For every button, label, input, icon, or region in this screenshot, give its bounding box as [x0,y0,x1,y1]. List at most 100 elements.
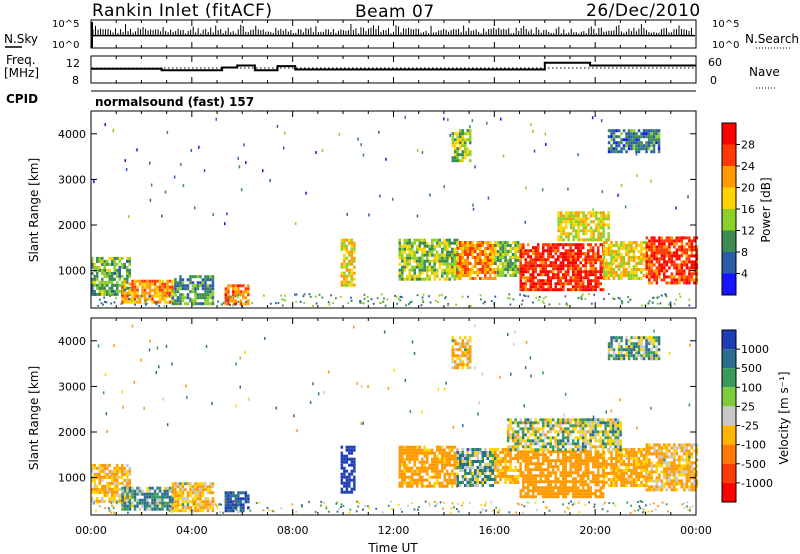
velocity-cell [343,472,346,476]
power-cell [149,161,151,165]
velocity-cell [474,454,477,457]
power-cell [669,301,672,304]
velocity-cell [640,454,643,457]
power-cell [604,223,608,227]
velocity-cell [693,470,696,474]
power-cell [532,285,535,289]
power-cell [645,236,649,240]
velocity-cell [353,463,356,467]
velocity-cell [426,460,429,464]
velocity-cell [625,457,628,460]
power-cell [353,277,356,281]
power-cell [584,229,588,233]
power-cell [688,236,691,240]
power-cell [559,220,563,224]
power-cell [557,258,560,262]
velocity-cell [693,449,696,453]
velocity-cell [496,469,500,472]
power-cell [650,138,653,142]
velocity-cell [622,463,626,466]
velocity-cell [206,491,210,495]
power-cell [423,262,426,266]
velocity-cell [579,492,582,496]
velocity-cell [627,475,631,478]
velocity-cell [632,448,636,451]
velocity-cell [443,460,446,464]
power-cell [444,297,446,300]
velocity-cell [564,471,567,475]
power-colorbar-swatch [722,273,736,295]
power-cell [494,247,497,250]
power-cell [211,290,215,294]
power-cell [446,238,449,242]
power-cell [416,238,419,242]
power-cell [103,292,106,296]
velocity-cell [431,469,434,473]
power-cell [670,254,674,258]
velocity-cell [511,436,515,440]
power-cell [461,247,464,250]
velocity-cell [589,459,592,463]
power-cell [345,262,349,266]
power-cell [635,141,638,145]
velocity-cell [668,476,671,480]
power-cell [469,244,472,247]
velocity-cell [678,473,681,477]
velocity-cell [443,454,446,458]
power-cell [627,253,631,256]
power-cell [191,284,195,288]
power-cell [173,175,176,179]
power-cell [456,138,459,142]
power-cell [453,265,456,269]
velocity-cell [227,491,230,495]
power-cell [607,250,611,253]
power-cell [443,262,446,266]
velocity-cell [524,462,527,466]
power-cell [438,265,441,269]
velocity-cell [504,478,507,481]
velocity-cell [118,493,121,497]
power-cell [496,250,500,253]
power-cell [158,297,162,301]
velocity-cell [599,486,602,490]
power-cell [594,261,597,265]
power-cell [459,144,462,148]
power-cell [569,223,573,227]
power-cell [587,252,590,256]
power-cell [622,274,626,277]
velocity-cell [153,489,157,493]
velocity-cell [406,457,409,461]
power-cell [557,249,560,253]
velocity-cell [574,492,577,496]
power-cell [657,132,661,136]
velocity-cell [103,487,106,491]
power-cell [201,278,205,282]
power-cell [640,241,643,244]
velocity-cell [204,503,207,507]
velocity-cell [148,504,152,508]
power-cell [406,256,409,260]
power-cell [155,303,158,306]
power-cell [522,270,525,274]
power-cell [688,269,691,273]
power-cell [151,279,154,283]
power-cell [645,141,648,145]
velocity-cell [524,442,527,446]
velocity-cell [506,436,510,440]
power-cell [106,292,109,296]
velocity-cell [91,466,94,470]
power-cell [403,244,406,248]
velocity-cell [683,449,686,453]
power-cell [577,255,580,259]
power-cell [474,165,476,169]
power-cell [660,254,664,258]
power-cell [607,232,610,236]
power-cell [544,258,547,262]
velocity-cell [209,503,212,507]
power-cell [562,288,565,292]
power-cell [380,302,383,305]
power-cell [675,239,679,243]
power-cell [116,274,119,278]
power-cell [592,273,595,277]
